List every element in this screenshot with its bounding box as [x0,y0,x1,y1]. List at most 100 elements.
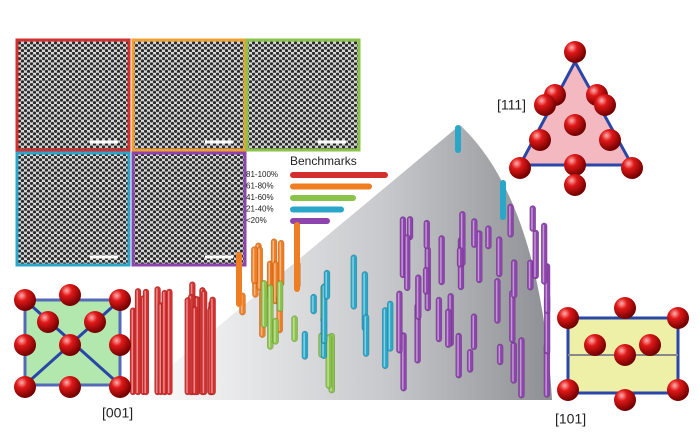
bar [294,222,300,292]
bar-highlight [303,333,305,358]
bar-highlight [425,222,427,248]
bar [276,280,284,313]
bar-highlight [193,308,195,393]
bar [184,297,191,396]
legend-label: 81-100% [246,170,278,179]
atom [529,129,551,151]
bar [518,337,525,399]
bar-highlight [486,227,489,248]
bar-highlight [405,236,408,289]
atom [14,289,36,311]
bar-highlight [472,315,475,348]
bar-highlight [397,292,400,352]
bar-highlight [141,297,144,393]
atom [614,344,636,366]
bar-highlight [477,232,480,281]
legend-label: 41-60% [246,193,274,202]
bar-highlight [186,299,188,393]
bar [166,288,173,396]
bar-highlight [437,298,439,341]
bar [350,254,358,310]
bar-highlight [512,343,514,382]
bar [301,330,309,360]
bar-highlight [528,261,531,289]
atom [564,174,586,196]
atom [509,157,531,179]
bar-highlight [509,205,511,236]
bar [496,343,504,366]
direction-label: [001] [102,405,133,421]
bar [191,306,199,396]
bar [403,234,411,292]
bar [500,180,506,220]
crystal-111 [509,41,643,196]
bar-highlight [446,310,449,346]
bar-highlight [458,249,461,266]
bar-highlight [531,207,533,230]
bar-highlight [457,335,459,377]
atom [59,376,81,398]
bar-highlight [497,238,500,276]
atom [599,129,621,151]
bar-highlight [293,317,295,340]
bar [291,315,298,343]
bar-highlight [325,272,327,298]
bar [236,252,242,307]
legend-swatch [290,195,356,201]
bar [142,288,150,396]
micrographs [15,38,361,267]
bar [485,225,492,250]
bar-highlight [460,213,463,265]
atom [564,154,586,176]
atom [667,379,689,401]
bar-highlight [322,285,325,342]
atoms [14,284,131,398]
bars [129,125,551,399]
bar [386,300,394,352]
atom [621,157,643,179]
legend-label: 61-80% [246,182,274,191]
bar-highlight [258,248,260,289]
legend-title: Benchmarks [290,154,357,168]
bar-highlight [202,291,205,393]
bar-highlight [268,286,271,348]
bar [209,296,216,396]
bar-highlight [498,345,501,363]
atom [584,334,606,356]
bar [476,230,483,284]
bar-highlight [440,237,442,284]
bar [251,246,258,285]
atom [614,389,636,411]
crystal-101 [557,297,689,411]
bar [494,278,501,324]
micrograph [131,151,247,267]
legend-swatch [290,172,388,178]
bar-highlight [131,309,134,393]
legend: Benchmarks 81-100% 61-80% 41-60% 21-40% <20% [246,154,388,225]
bar [532,229,539,280]
bar-highlight [424,269,427,293]
bar [540,222,548,285]
atom [109,376,131,398]
bar-highlight [163,292,165,393]
bar-highlight [545,265,548,312]
bar-highlight [495,280,498,322]
bar [422,266,430,295]
direction-label: [101] [555,411,586,427]
atom [557,307,579,329]
atom [14,334,36,356]
bar [323,269,331,300]
bar [445,308,452,349]
bar-highlight [278,282,281,310]
bar [438,235,445,286]
atom [614,297,636,319]
atom [594,94,616,116]
bar [272,317,279,345]
bar-highlight [416,276,419,318]
bar [455,332,462,379]
bar-highlight [519,339,522,397]
bar [471,218,478,249]
bar-highlight [416,305,418,362]
atom [109,289,131,311]
